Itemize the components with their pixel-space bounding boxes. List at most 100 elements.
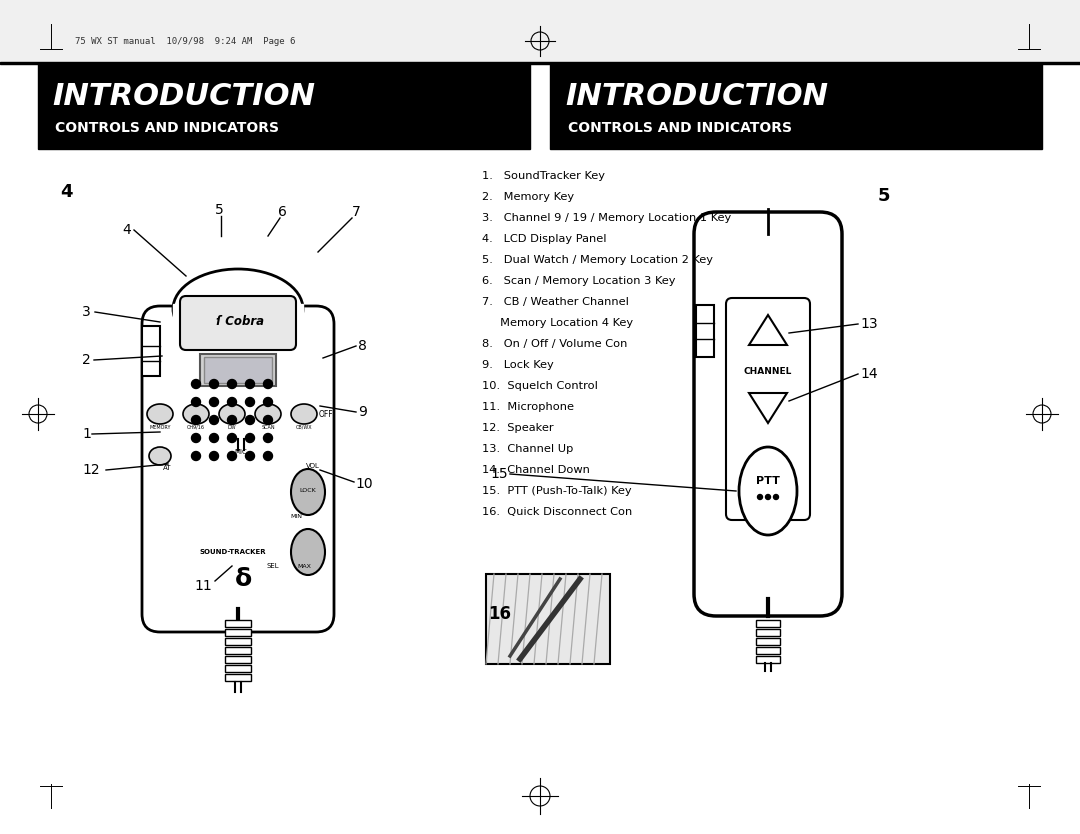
Polygon shape (750, 393, 787, 423)
Text: MEMORY: MEMORY (149, 425, 171, 430)
Text: MIN: MIN (291, 514, 302, 519)
Text: 5.   Dual Watch / Memory Location 2 Key: 5. Dual Watch / Memory Location 2 Key (482, 255, 713, 265)
Circle shape (228, 451, 237, 460)
Bar (0, 0, 1080, 64)
Text: CONTROLS AND INDICATORS: CONTROLS AND INDICATORS (568, 121, 792, 135)
Ellipse shape (291, 469, 325, 515)
Ellipse shape (219, 404, 245, 424)
Text: δ: δ (234, 567, 252, 591)
Text: 3.   Channel 9 / 19 / Memory Location 1 Key: 3. Channel 9 / 19 / Memory Location 1 Ke… (482, 213, 731, 223)
Text: 9.   Lock Key: 9. Lock Key (482, 360, 554, 370)
Text: LOCK: LOCK (299, 488, 316, 493)
Text: 12: 12 (82, 463, 99, 477)
Text: 15: 15 (490, 467, 508, 481)
Circle shape (191, 434, 201, 443)
Text: 2.   Memory Key: 2. Memory Key (482, 192, 575, 202)
Bar (225, 620, 251, 627)
Circle shape (210, 379, 218, 389)
Text: 1: 1 (82, 427, 91, 441)
Circle shape (766, 495, 770, 500)
Text: DW: DW (228, 425, 237, 430)
Text: 11: 11 (194, 579, 212, 593)
Bar (225, 647, 251, 654)
Text: 14.  Channel Down: 14. Channel Down (482, 465, 590, 475)
Circle shape (228, 379, 237, 389)
Text: 16.  Quick Disconnect Con: 16. Quick Disconnect Con (482, 507, 632, 517)
Text: INTRODUCTION: INTRODUCTION (52, 82, 315, 110)
Ellipse shape (149, 447, 171, 465)
Ellipse shape (255, 404, 281, 424)
FancyBboxPatch shape (726, 298, 810, 520)
Bar (756, 647, 780, 654)
Text: CH9/16: CH9/16 (187, 425, 205, 430)
Ellipse shape (291, 529, 325, 575)
Text: PTT: PTT (756, 476, 780, 486)
Bar (225, 674, 251, 681)
Circle shape (757, 495, 762, 500)
Text: MIC: MIC (234, 449, 247, 455)
Text: SEL: SEL (267, 563, 280, 569)
Circle shape (264, 415, 272, 425)
Circle shape (264, 451, 272, 460)
Text: 14: 14 (860, 367, 878, 381)
Circle shape (264, 434, 272, 443)
Bar (756, 620, 780, 627)
Circle shape (264, 379, 272, 389)
Text: 4: 4 (60, 183, 72, 201)
Text: 13: 13 (860, 317, 878, 331)
Circle shape (210, 415, 218, 425)
Circle shape (210, 451, 218, 460)
Circle shape (191, 451, 201, 460)
Text: 7: 7 (352, 205, 361, 219)
Text: CB/WX: CB/WX (296, 425, 312, 430)
FancyBboxPatch shape (141, 306, 334, 632)
Bar (0, 62, 1080, 64)
Circle shape (228, 415, 237, 425)
Text: 7.   CB / Weather Channel: 7. CB / Weather Channel (482, 297, 629, 307)
Bar (550, 64, 1042, 149)
Ellipse shape (173, 269, 303, 349)
Ellipse shape (291, 404, 318, 424)
FancyBboxPatch shape (694, 212, 842, 616)
Text: 4.   LCD Display Panel: 4. LCD Display Panel (482, 234, 607, 244)
Text: 12.  Speaker: 12. Speaker (482, 423, 554, 433)
Text: 4: 4 (122, 223, 131, 237)
Ellipse shape (147, 404, 173, 424)
Circle shape (191, 379, 201, 389)
Circle shape (264, 398, 272, 406)
Text: 16: 16 (488, 605, 511, 623)
Bar (696, 305, 714, 357)
Bar (38, 64, 530, 149)
Ellipse shape (739, 447, 797, 535)
Circle shape (245, 434, 255, 443)
Bar (225, 656, 251, 663)
Text: 5: 5 (878, 187, 891, 205)
Text: INTRODUCTION: INTRODUCTION (565, 82, 828, 110)
Text: CHANNEL: CHANNEL (744, 366, 793, 375)
Bar (141, 326, 160, 376)
Text: 11.  Microphone: 11. Microphone (482, 402, 573, 412)
Circle shape (210, 434, 218, 443)
Circle shape (773, 495, 779, 500)
Circle shape (191, 398, 201, 406)
Text: VOL: VOL (306, 463, 320, 469)
Bar (225, 665, 251, 672)
Circle shape (245, 415, 255, 425)
Bar (756, 638, 780, 645)
Bar (204, 357, 272, 383)
Text: 10: 10 (355, 477, 373, 491)
Text: 8: 8 (357, 339, 367, 353)
Text: CONTROLS AND INDICATORS: CONTROLS AND INDICATORS (55, 121, 279, 135)
Bar (173, 304, 303, 349)
Text: 13.  Channel Up: 13. Channel Up (482, 444, 573, 454)
Text: MAX: MAX (297, 565, 311, 570)
Circle shape (210, 398, 218, 406)
Circle shape (245, 398, 255, 406)
Text: 9: 9 (357, 405, 367, 419)
Circle shape (191, 415, 201, 425)
Text: 6: 6 (278, 205, 287, 219)
Text: 3: 3 (82, 305, 91, 319)
Text: SOUND-TRACKER: SOUND-TRACKER (200, 549, 267, 555)
Text: 6.   Scan / Memory Location 3 Key: 6. Scan / Memory Location 3 Key (482, 276, 675, 286)
Circle shape (228, 434, 237, 443)
